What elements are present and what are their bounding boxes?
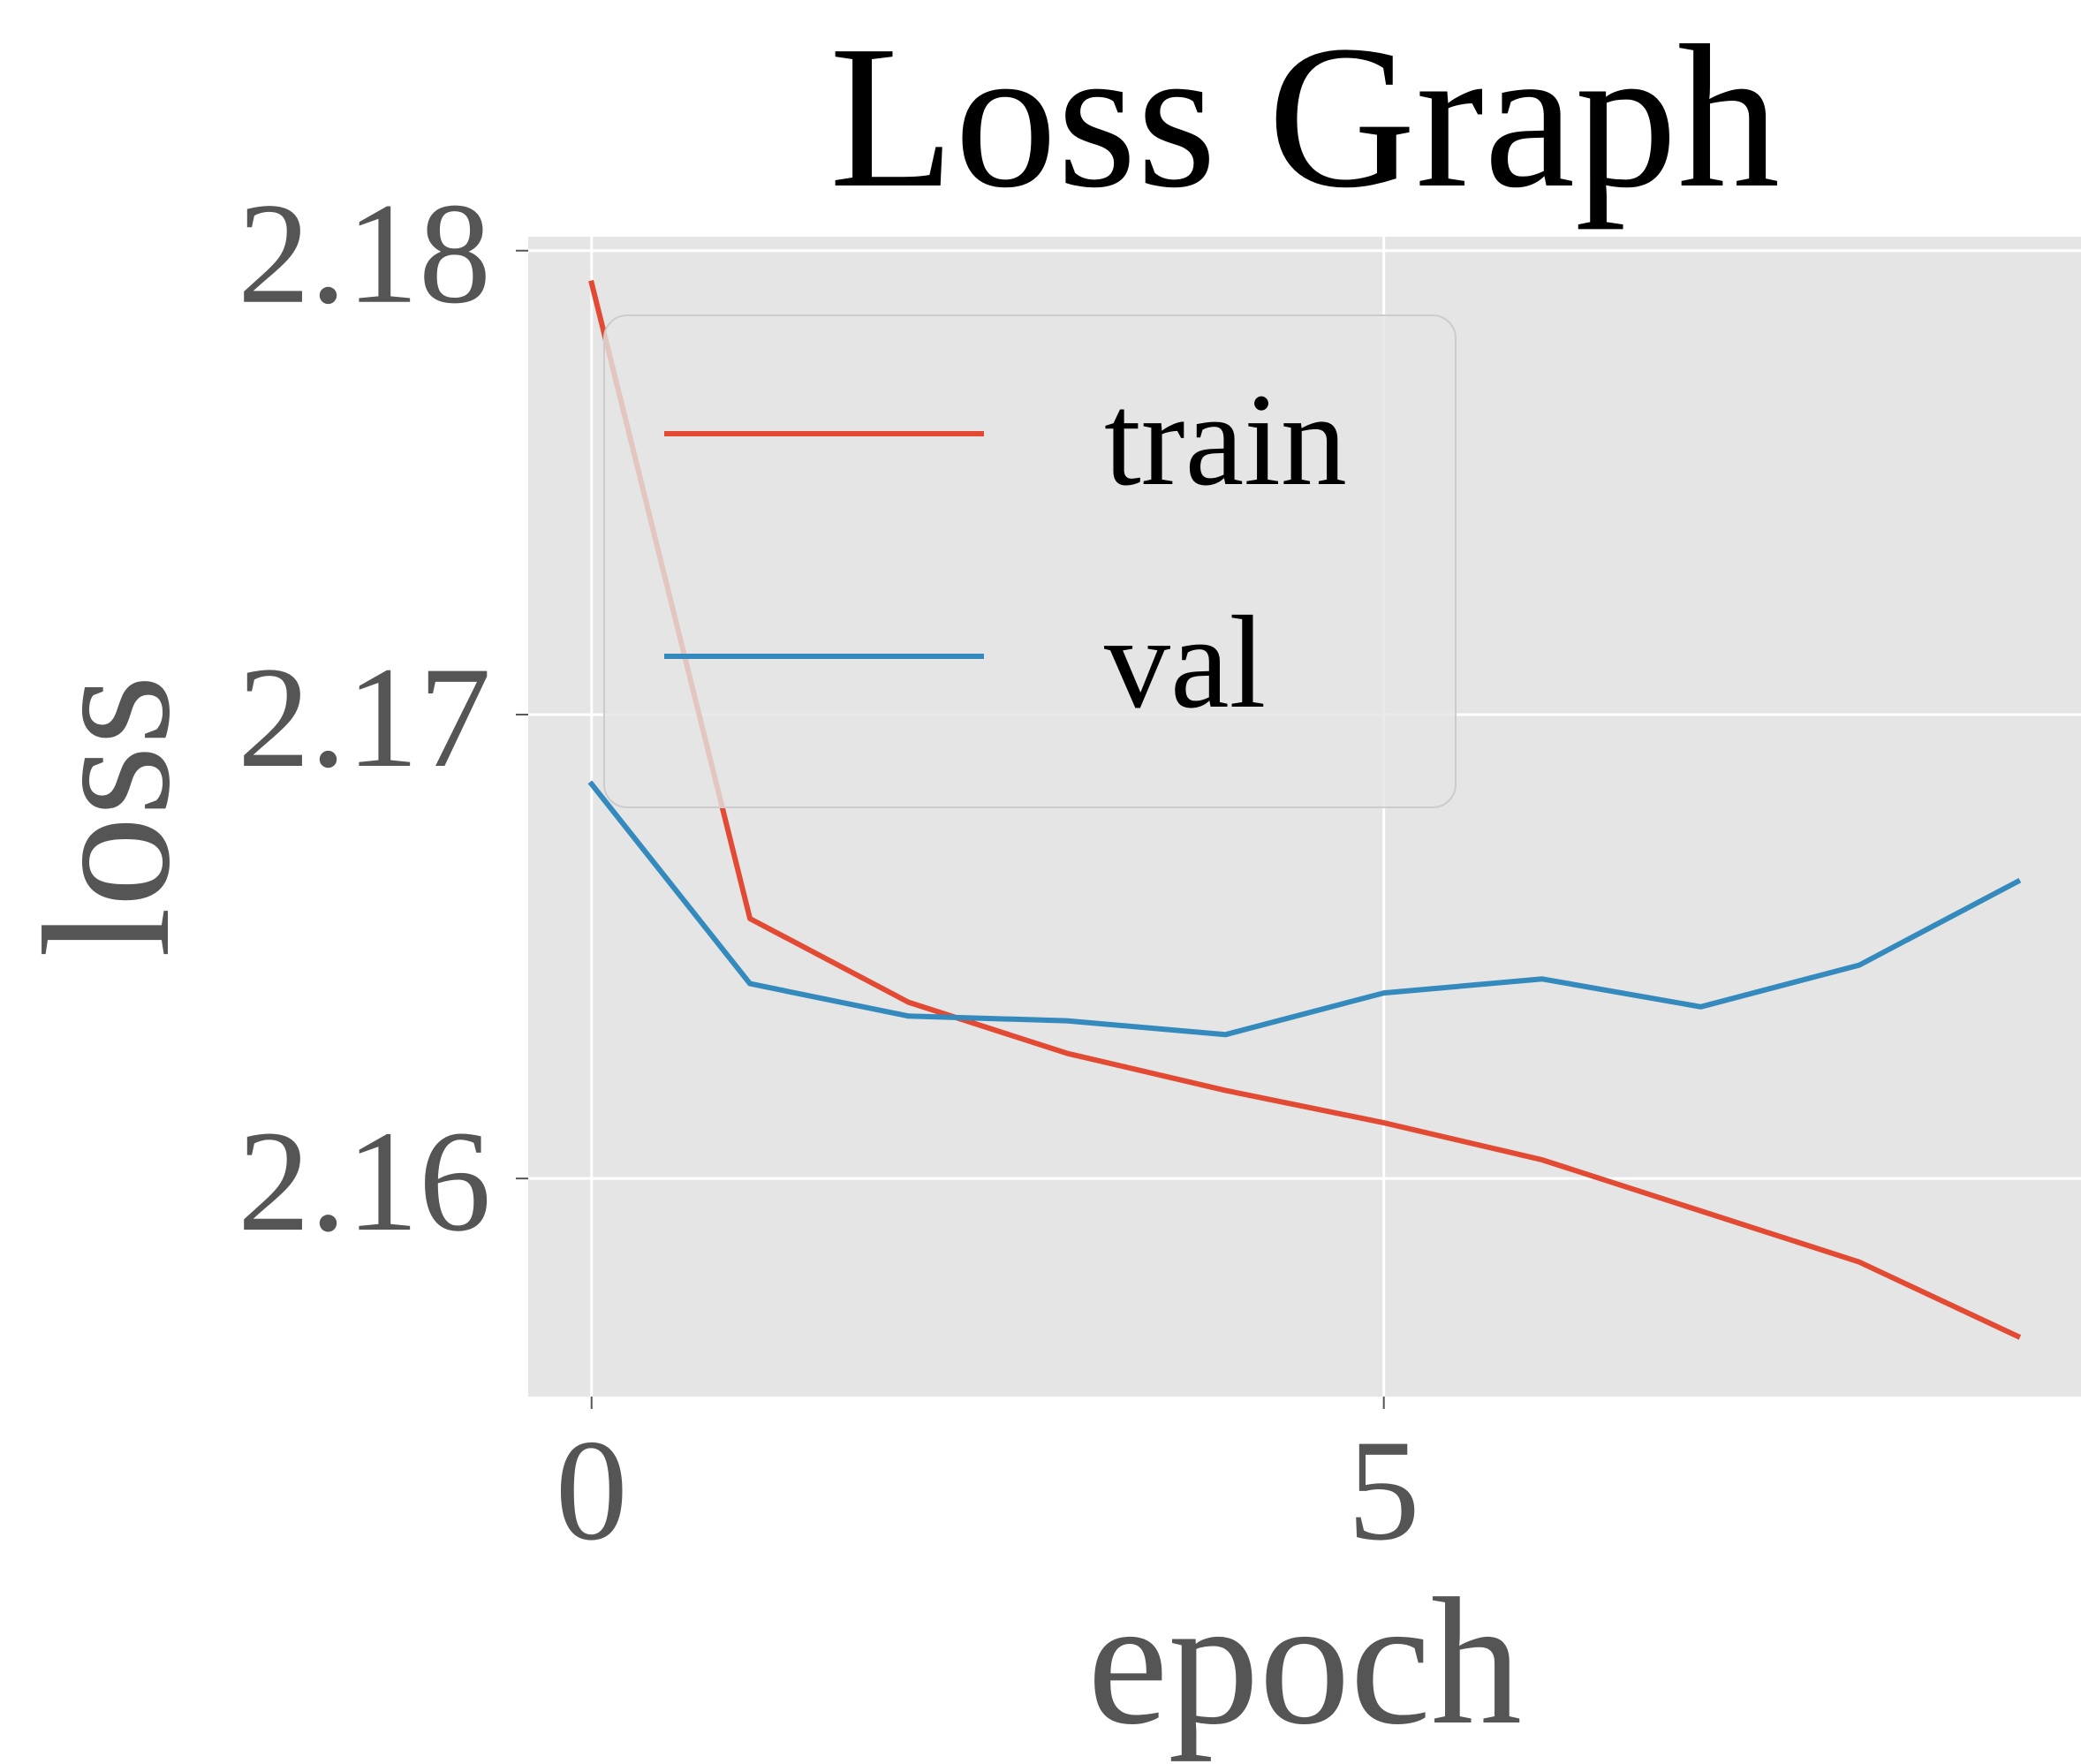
chart-title: Loss Graph [829, 4, 1780, 231]
x-tick-label: 0 [556, 1411, 628, 1571]
legend-frame [603, 314, 1457, 808]
y-ticks: 2.16 2.17 2.18 [238, 174, 528, 1261]
series-line-val [587, 780, 2022, 1038]
x-axis-label: epoch [1087, 1560, 1522, 1762]
y-tick-label: 2.18 [238, 174, 491, 334]
legend-label-val: val [1104, 589, 1266, 736]
y-axis-label: loss [5, 675, 208, 958]
legend: train val [603, 314, 1457, 808]
x-tick-label: 5 [1348, 1411, 1420, 1571]
y-tick-label: 2.16 [238, 1102, 491, 1261]
series-layer [587, 279, 2022, 1340]
y-tick-label: 2.17 [238, 638, 491, 798]
series-line-train [588, 279, 2022, 1340]
legend-label-train: train [1104, 367, 1347, 513]
